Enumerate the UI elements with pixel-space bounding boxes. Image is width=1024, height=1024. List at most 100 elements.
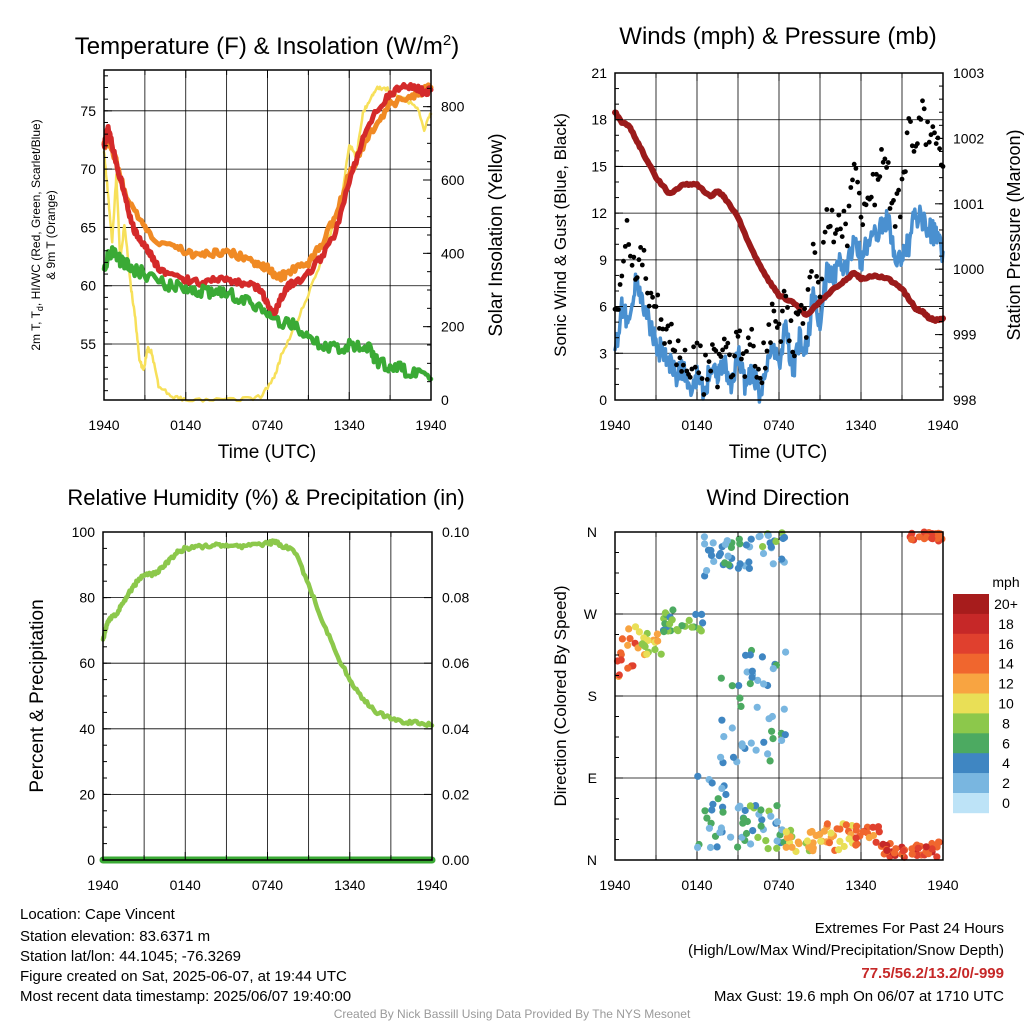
- direction-point: [694, 772, 702, 780]
- pressure-ylabel: Station Pressure (Maroon): [1004, 129, 1024, 340]
- direction-point: [698, 610, 706, 619]
- gust-point: [915, 141, 920, 147]
- gust-point: [821, 239, 826, 245]
- direction-tick-label: W: [584, 606, 598, 622]
- gust-point: [860, 222, 866, 228]
- gust-point: [706, 359, 712, 364]
- gust-point: [790, 349, 796, 355]
- direction-point: [778, 555, 786, 563]
- y-tick-label: 70: [80, 161, 96, 177]
- wind-direction-panel: Wind Direction 1940 0140 0740 1340 1940NESWN…: [551, 485, 1020, 893]
- gust-point: [764, 348, 770, 354]
- gust-point: [769, 301, 775, 307]
- direction-point: [757, 806, 765, 814]
- direction-point: [624, 664, 632, 672]
- x-tick-label: 0740: [763, 877, 794, 893]
- gust-point: [928, 132, 934, 138]
- direction-point: [782, 648, 790, 656]
- direction-point: [746, 802, 755, 810]
- direction-point: [624, 641, 632, 649]
- direction-point: [688, 623, 696, 631]
- direction-point: [640, 641, 648, 649]
- y-tick-label: 60: [79, 655, 95, 671]
- gust-point: [921, 106, 927, 112]
- gust-point: [631, 254, 637, 260]
- direction-point: [724, 552, 732, 560]
- gust-point: [897, 214, 903, 220]
- max-gust-text: Max Gust: 19.6 mph On 06/07 at 1710 UTC: [713, 988, 1004, 1005]
- gust-point: [727, 352, 732, 358]
- direction-point: [840, 842, 848, 851]
- temp-9m-line: [101, 82, 434, 283]
- direction-point: [743, 817, 752, 826]
- x-tick-label: 1340: [845, 877, 876, 893]
- direction-point: [899, 847, 908, 855]
- gust-point: [721, 336, 727, 342]
- gust-point: [778, 339, 784, 344]
- direction-point: [820, 827, 828, 835]
- direction-point: [615, 671, 623, 679]
- direction-point: [746, 651, 754, 659]
- gust-point: [885, 160, 891, 165]
- gust-point: [740, 351, 746, 357]
- wind-direction-ylabel: Direction (Colored By Speed): [551, 585, 570, 806]
- direction-point: [738, 742, 746, 750]
- direction-point: [753, 703, 761, 711]
- direction-point: [823, 820, 832, 828]
- x-tick-label: 1940: [599, 417, 630, 433]
- legend-label: 8: [1002, 715, 1010, 731]
- direction-point: [661, 609, 670, 617]
- gust-point: [877, 174, 883, 180]
- direction-point: [767, 543, 775, 551]
- y2-tick-label: 0.08: [442, 590, 469, 606]
- gust-point: [856, 190, 862, 196]
- direction-point: [742, 829, 751, 838]
- direction-point: [768, 727, 776, 735]
- created-text: Figure created on Sat, 2025-06-07, at 19…: [20, 968, 347, 985]
- direction-point: [874, 823, 883, 831]
- gust-point: [783, 293, 789, 299]
- gust-point: [805, 287, 811, 292]
- gust-point: [838, 226, 843, 232]
- gust-point: [920, 98, 925, 104]
- gust-point: [643, 276, 649, 281]
- gust-point: [932, 130, 937, 136]
- direction-point: [699, 619, 707, 627]
- gust-point: [803, 335, 809, 340]
- x-tick-label: 1940: [416, 877, 447, 893]
- direction-point: [795, 840, 803, 848]
- insolation-line: [102, 85, 433, 403]
- legend-swatch: [953, 594, 989, 615]
- legend-swatch: [953, 773, 989, 794]
- direction-point: [668, 616, 676, 624]
- direction-point: [754, 833, 762, 842]
- gust-point: [725, 340, 731, 346]
- x-tick-label: 1940: [599, 877, 630, 893]
- direction-point: [728, 724, 736, 732]
- gust-point: [739, 356, 744, 362]
- gust-point: [851, 161, 857, 167]
- gust-point: [691, 344, 696, 350]
- gust-point: [730, 372, 736, 378]
- gust-point: [742, 374, 748, 379]
- direction-point: [745, 564, 754, 573]
- location-text: Location: Cape Vincent: [20, 906, 175, 923]
- direction-point: [779, 534, 787, 543]
- direction-point: [922, 843, 930, 851]
- gust-point: [937, 146, 942, 152]
- gust-point: [756, 366, 761, 372]
- direction-point: [709, 800, 717, 808]
- y-tick-label: 40: [79, 721, 95, 737]
- y-tick-label: 6: [599, 299, 607, 315]
- gust-point: [749, 326, 755, 332]
- direction-point: [626, 635, 634, 643]
- direction-point: [825, 839, 834, 847]
- gust-point: [843, 221, 848, 227]
- direction-point: [764, 531, 772, 540]
- y2-tick-label: 1002: [953, 130, 984, 146]
- y-tick-label: 15: [591, 158, 607, 174]
- gust-point: [751, 343, 756, 349]
- direction-point: [782, 843, 790, 851]
- direction-point: [928, 534, 936, 543]
- direction-point: [760, 738, 768, 746]
